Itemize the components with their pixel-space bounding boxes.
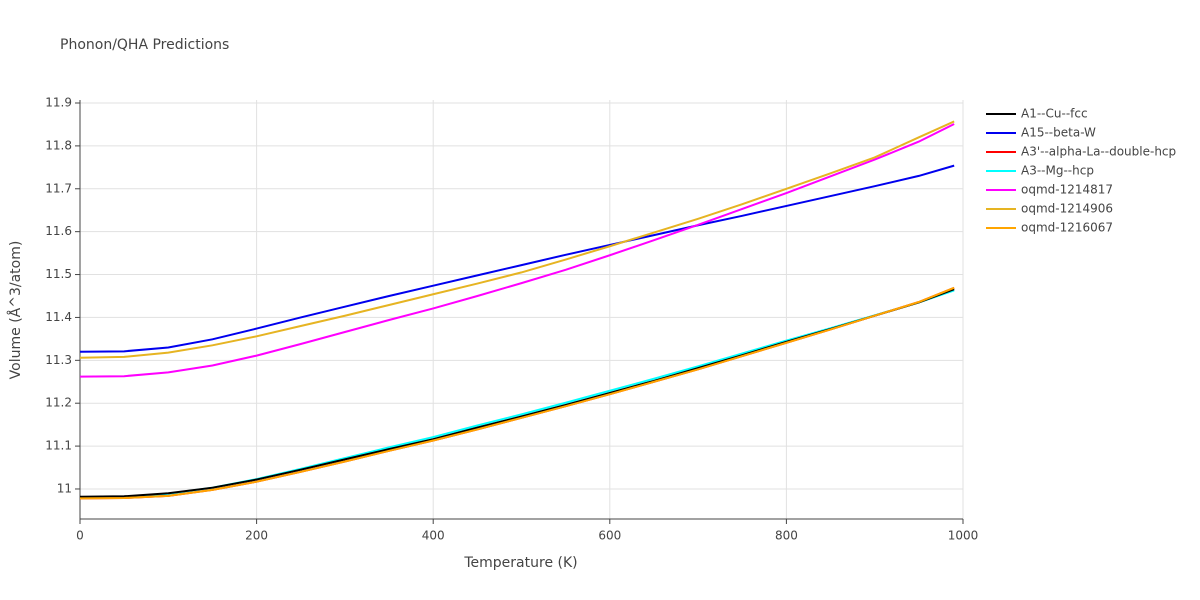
chart-title: Phonon/QHA Predictions [60, 37, 229, 53]
line-series [79, 288, 955, 498]
line-series [79, 123, 955, 378]
x-tick-label: 200 [245, 529, 268, 543]
y-tick-label: 11.9 [45, 96, 72, 110]
y-tick-label: 11.5 [45, 267, 72, 281]
legend-label: oqmd-1214817 [1021, 183, 1113, 197]
y-tick-label: 11.7 [45, 181, 72, 195]
x-tick-label: 600 [598, 529, 621, 543]
line-series [79, 286, 955, 500]
y-tick-label: 11.8 [45, 138, 72, 152]
line-series [79, 164, 955, 353]
y-tick-label: 11.6 [45, 224, 72, 238]
legend-label: A3--Mg--hcp [1021, 164, 1094, 178]
y-tick-label: 11.3 [45, 353, 72, 367]
y-tick-label: 11.4 [45, 310, 72, 324]
x-tick-label: 1000 [948, 529, 979, 543]
x-axis-title: Temperature (K) [463, 555, 577, 571]
line-series [79, 286, 955, 500]
x-tick-label: 0 [76, 529, 84, 543]
legend-label: oqmd-1214906 [1021, 202, 1113, 216]
legend-label: oqmd-1216067 [1021, 221, 1113, 235]
y-tick-label: 11.1 [45, 439, 72, 453]
x-tick-label: 800 [775, 529, 798, 543]
y-tick-label: 11 [57, 481, 72, 495]
legend-label: A1--Cu--fcc [1021, 107, 1088, 121]
line-series [79, 120, 955, 359]
legend-label: A15--beta-W [1021, 126, 1096, 140]
x-tick-label: 400 [422, 529, 445, 543]
y-tick-label: 11.2 [45, 396, 72, 410]
y-axis-title: Volume (Å^3/atom) [7, 241, 24, 380]
line-series [79, 289, 955, 499]
legend-label: A3'--alpha-La--double-hcp [1021, 145, 1176, 159]
